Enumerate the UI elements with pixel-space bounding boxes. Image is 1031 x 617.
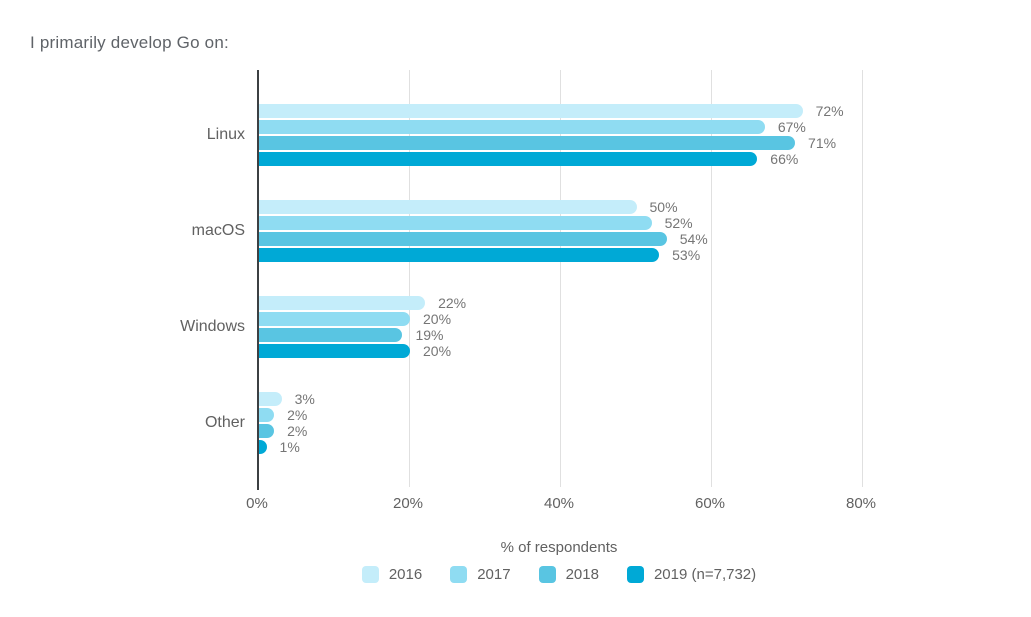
bar-linux-2017 — [259, 120, 765, 134]
bar-macos-2017 — [259, 216, 652, 230]
bar-row: 2% — [259, 424, 863, 438]
bar-macos-2018 — [259, 232, 667, 246]
category-label-macos: macOS — [191, 222, 245, 239]
bar-group-macos: 50% 52% 54% 53% — [259, 200, 863, 264]
legend-item-label: 2017 — [477, 566, 511, 583]
bar-windows-2018 — [259, 328, 403, 342]
x-tick-80%: 80% — [845, 495, 877, 512]
x-tick-60%: 60% — [694, 495, 726, 512]
bar-value-label: 66% — [770, 151, 799, 167]
bar-windows-2019 — [259, 344, 410, 358]
bar-group-other: 3% 2% 2% 1% — [259, 392, 863, 456]
bar-group-windows: 22% 20% 19% 20% — [259, 296, 863, 360]
bar-row: 1% — [259, 440, 863, 454]
bar-linux-2016 — [259, 104, 803, 118]
bar-value-label: 71% — [808, 135, 837, 151]
bar-group-linux: 72% 67% 71% 66% — [259, 104, 863, 168]
bar-value-label: 20% — [423, 343, 452, 359]
bar-windows-2016 — [259, 296, 426, 310]
bar-row: 20% — [259, 344, 863, 358]
bar-value-label: 53% — [672, 247, 701, 263]
bar-macos-2019 — [259, 248, 660, 262]
legend-item-label: 2018 — [565, 566, 599, 583]
legend-item-label: 2016 — [388, 566, 423, 583]
bar-row: 67% — [259, 120, 863, 134]
bar-value-label: 52% — [664, 215, 693, 231]
category-label-windows: Windows — [180, 318, 245, 335]
bar-linux-2019 — [259, 152, 758, 166]
bar-row: 72% — [259, 104, 863, 118]
legend: 2016 2017 2018 2019 (n=7,732) — [257, 566, 861, 583]
legend-swatch-icon — [361, 566, 379, 583]
bar-macos-2016 — [259, 200, 637, 214]
gridline-60% — [711, 70, 712, 487]
legend-swatch-icon — [450, 566, 468, 583]
bar-value-label: 2% — [287, 423, 308, 439]
bar-value-label: 19% — [415, 327, 444, 343]
bar-other-2018 — [259, 424, 275, 438]
bar-row: 53% — [259, 248, 863, 262]
legend-swatch-icon — [626, 566, 644, 583]
bar-linux-2018 — [259, 136, 796, 150]
x-tick-20%: 20% — [392, 495, 424, 512]
bar-value-label: 72% — [815, 103, 844, 119]
legend-swatch-icon — [538, 566, 556, 583]
legend-item-2019: 2019 (n=7,732) — [626, 566, 757, 583]
bar-other-2017 — [259, 408, 275, 422]
legend-item-2016: 2016 — [361, 566, 423, 583]
bar-row: 54% — [259, 232, 863, 246]
plot-area: 72% 67% 71% 66% 50% 52% 54% 53% 22% 20% 19% 20% 3% 2%… — [257, 70, 863, 490]
bar-row: 52% — [259, 216, 863, 230]
category-label-other: Other — [204, 414, 245, 431]
bar-row: 66% — [259, 152, 863, 166]
bar-value-label: 1% — [279, 439, 300, 455]
bar-other-2019 — [259, 440, 267, 454]
bar-row: 3% — [259, 392, 863, 406]
category-label-linux: Linux — [206, 126, 245, 143]
x-tick-0%: 0% — [246, 495, 268, 512]
x-axis-title: % of respondents — [500, 539, 618, 556]
bar-value-label: 50% — [649, 199, 678, 215]
bar-row: 50% — [259, 200, 863, 214]
bar-other-2016 — [259, 392, 282, 406]
bar-value-label: 3% — [294, 391, 315, 407]
bar-row: 19% — [259, 328, 863, 342]
gridline-20% — [409, 70, 410, 487]
bar-row: 20% — [259, 312, 863, 326]
bar-row: 2% — [259, 408, 863, 422]
gridline-40% — [560, 70, 561, 487]
bar-value-label: 20% — [423, 311, 452, 327]
bar-value-label: 67% — [777, 119, 806, 135]
bar-value-label: 22% — [438, 295, 467, 311]
legend-item-label: 2019 (n=7,732) — [653, 566, 757, 583]
chart-title: I primarily develop Go on: — [30, 33, 229, 52]
legend-item-2018: 2018 — [538, 566, 599, 583]
bar-row: 22% — [259, 296, 863, 310]
x-tick-40%: 40% — [543, 495, 575, 512]
bar-windows-2017 — [259, 312, 410, 326]
legend-item-2017: 2017 — [450, 566, 511, 583]
bar-value-label: 54% — [679, 231, 708, 247]
gridline-80% — [862, 70, 863, 487]
bar-value-label: 2% — [287, 407, 308, 423]
bar-row: 71% — [259, 136, 863, 150]
